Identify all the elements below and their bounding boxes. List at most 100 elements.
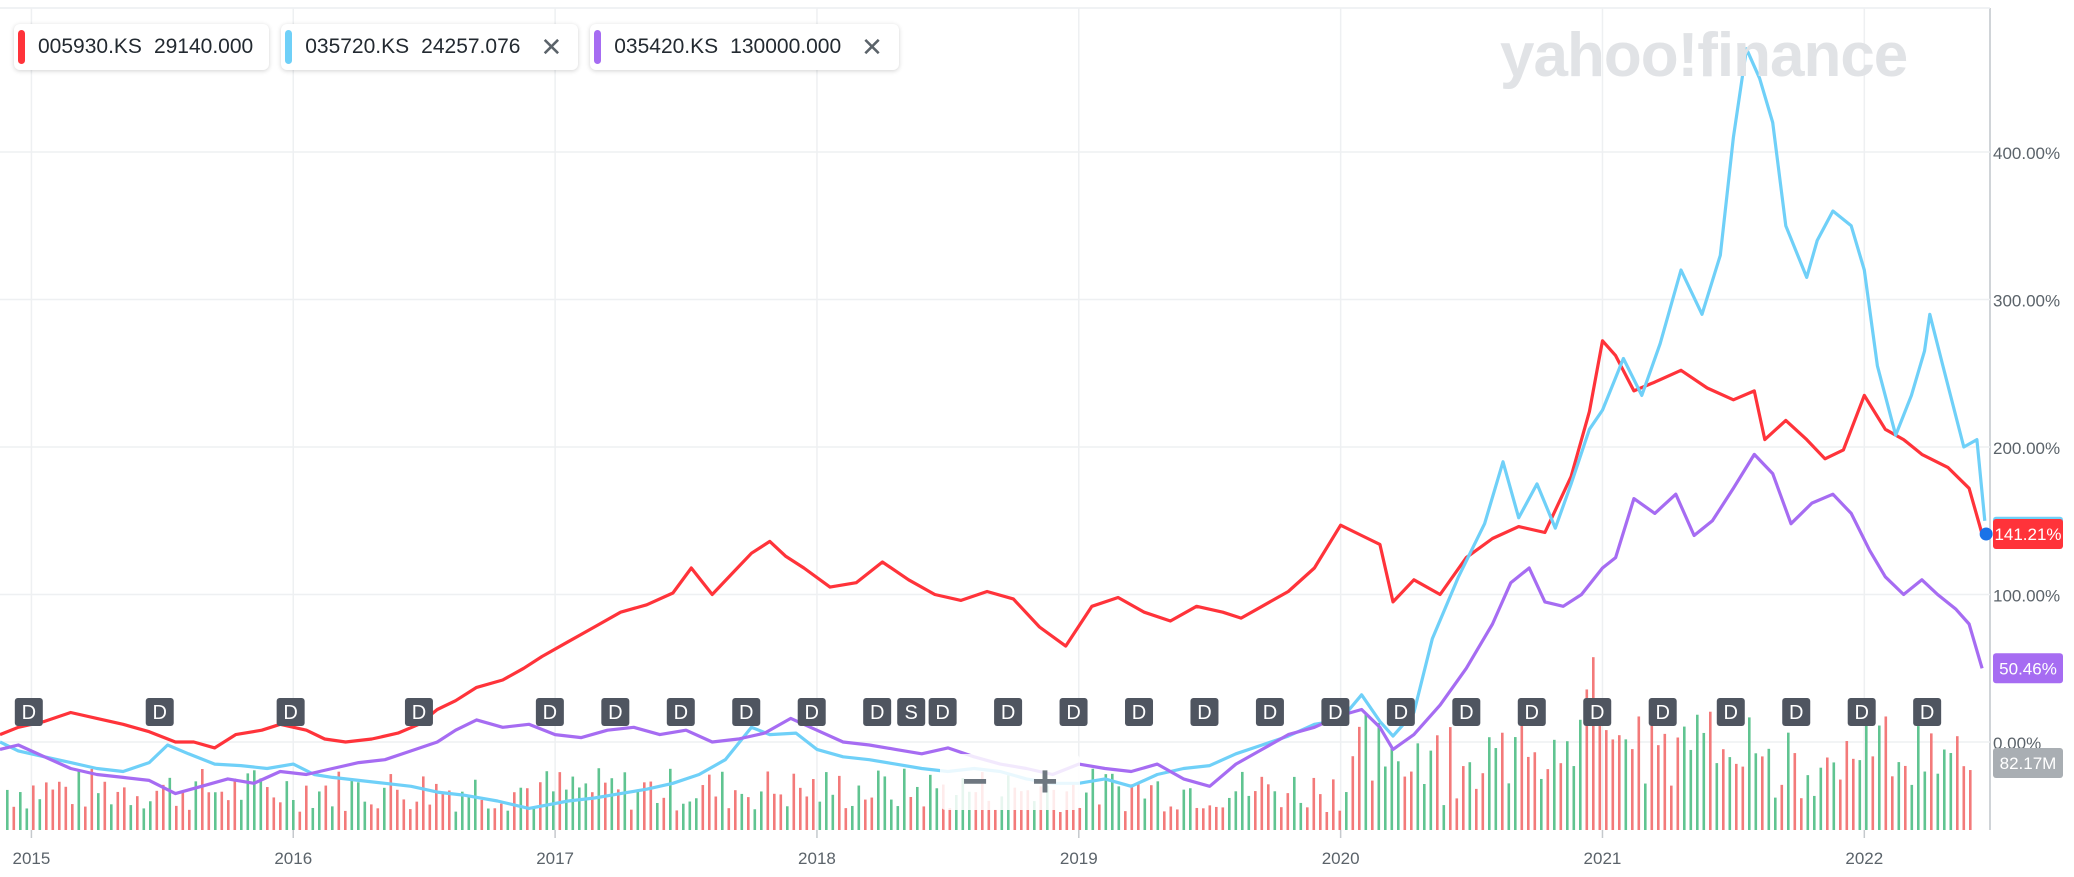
volume-bar [480,799,484,830]
zoom-out-button[interactable]: − [962,757,988,806]
series-line-005930.KS [0,339,1984,750]
volume-bar [246,773,250,830]
event-marker[interactable]: D [666,698,695,726]
event-marker[interactable]: D [601,698,630,726]
volume-bar [1657,745,1660,830]
volume-bar [383,787,386,830]
volume-bar [103,781,107,830]
volume-bar [1514,737,1517,830]
event-marker[interactable]: D [404,698,433,726]
volume-bar [695,798,698,830]
event-marker[interactable]: D [1782,698,1811,726]
volume-bar [532,806,536,830]
event-marker[interactable]: D [535,698,564,726]
volume-bar [1507,783,1511,830]
volume-bar [1722,749,1725,830]
volume-bar [1579,719,1582,830]
event-marker-box [1386,698,1415,726]
volume-bar [740,793,744,830]
volume-bar [747,797,750,830]
event-marker[interactable]: D [1648,698,1677,726]
volume-bar [1306,807,1309,830]
volume-bar [1839,779,1842,830]
event-marker[interactable]: D [863,698,892,726]
volume-bar [1267,784,1270,830]
volume-bar [1124,811,1127,830]
event-marker[interactable]: D [1716,698,1745,726]
volume-bar [1910,784,1914,830]
event-marker[interactable]: D [1517,698,1546,726]
event-marker-label: D [1001,702,1015,724]
event-marker[interactable]: D [1255,698,1284,726]
volume-bar [1260,776,1264,830]
volume-bar [84,806,87,830]
volume-bar [1247,795,1251,830]
volume-bar [1735,763,1738,830]
volume-bar [331,806,334,830]
volume-bar [1241,771,1244,830]
volume-bar [1150,785,1153,830]
event-marker-box [1255,698,1284,726]
volume-label-text: 82.17M [2000,754,2057,773]
event-marker[interactable]: D [1321,698,1350,726]
volume-bar [1741,766,1745,830]
volume-bar [1702,732,1706,830]
event-marker-box [897,698,926,726]
volume-bar [25,808,29,830]
event-marker[interactable]: D [1452,698,1481,726]
volume-bar [1852,758,1855,830]
remove-series-035720-icon[interactable]: ✕ [540,32,563,62]
event-marker-box [1125,698,1154,726]
zoom-in-button[interactable]: + [1032,757,1058,806]
event-marker-box [1452,698,1481,726]
volume-bar [474,779,477,830]
volume-bar [591,792,594,830]
volume-bar [448,790,451,830]
event-marker[interactable]: D [1059,698,1088,726]
volume-bar [1130,784,1134,830]
event-marker[interactable]: D [797,698,826,726]
volume-bar [207,792,211,830]
event-marker-label: D [1854,702,1868,724]
legend-chip-035420[interactable]: 035420.KS 130000.000 ✕ [590,24,899,70]
legend-chip-035720[interactable]: 035720.KS 24257.076 ✕ [281,24,579,70]
volume-bar [1930,733,1933,830]
event-marker[interactable]: D [1386,698,1415,726]
volume-bar [565,789,568,830]
event-marker[interactable]: D [14,698,43,726]
event-marker[interactable]: D [732,698,761,726]
volume-bar [1715,763,1719,830]
volume-bar [578,787,581,830]
volume-bar [1202,808,1205,830]
event-marker[interactable]: D [145,698,174,726]
x-tick-label: 2018 [798,849,836,868]
event-marker[interactable]: D [1583,698,1612,726]
volume-bar [1793,753,1797,830]
volume-bar [1020,791,1023,830]
event-marker[interactable]: D [1847,698,1876,726]
event-marker-label: D [1394,702,1408,724]
volume-bar [838,775,841,830]
legend-chip-005930[interactable]: 005930.KS 29140.000 [14,24,270,70]
event-marker-label: D [1066,702,1080,724]
y-tick-label: 400.00% [1993,144,2060,163]
event-marker-box [1517,698,1546,726]
volume-bar [545,771,549,830]
volume-bars [6,657,1972,830]
event-marker[interactable]: D [1190,698,1219,726]
zoom-controls: − + [940,754,1080,810]
event-marker[interactable]: D [1125,698,1154,726]
volume-bar [1273,791,1277,830]
event-marker[interactable]: D [928,698,957,726]
event-marker[interactable]: D [276,698,305,726]
volume-bar [162,784,165,830]
event-marker[interactable]: S [897,698,926,726]
volume-bar [929,774,932,830]
event-marker[interactable]: D [1913,698,1942,726]
event-marker[interactable]: D [994,698,1023,726]
remove-series-035420-icon[interactable]: ✕ [861,32,883,62]
legend-value: 130000.000 [730,35,842,58]
volume-bar [428,804,432,830]
